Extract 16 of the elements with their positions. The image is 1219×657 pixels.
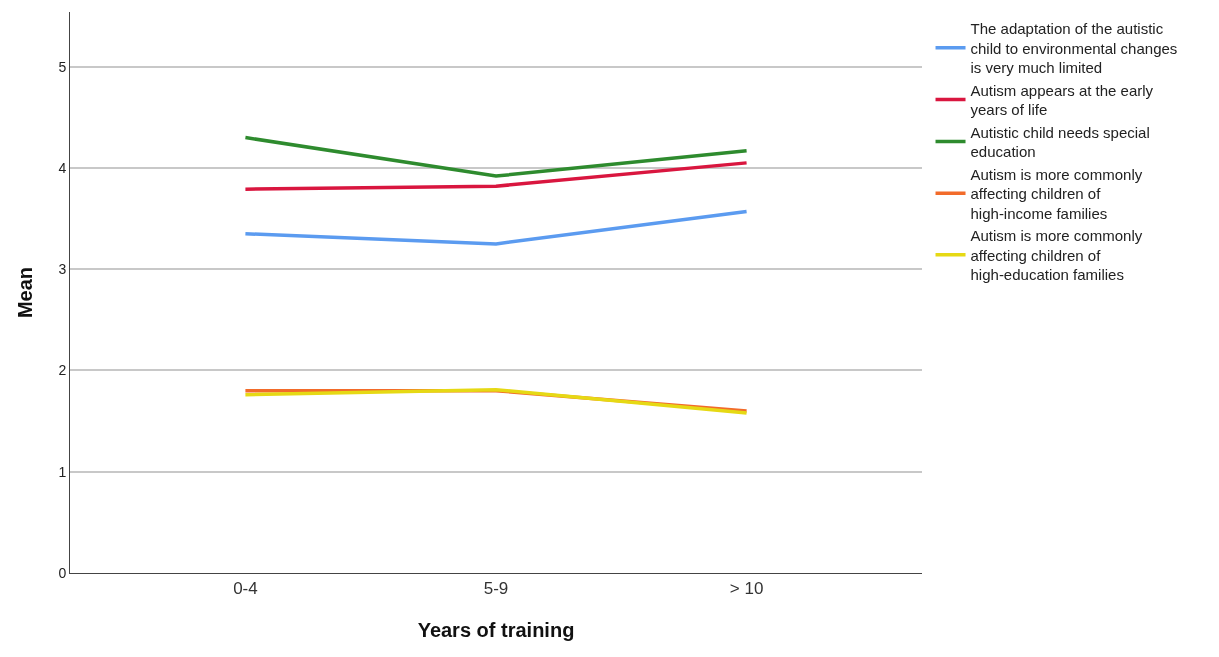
y-tick-label: 4 [58,159,67,176]
legend-label: Autism appears at the early years of life [970,81,1154,119]
y-tick-label: 1 [58,463,67,480]
y-axis-title: Mean [13,266,36,319]
y-tick-label: 0 [58,564,67,581]
legend-label: Autistic child needs special education [970,123,1150,161]
y-tick-label: 3 [58,261,67,278]
y-tick-label: 2 [58,362,67,379]
legend-label: Autism is more commonly affecting children of high-education families [970,227,1143,284]
y-tick-label: 5 [58,58,67,75]
legend-label: The adaptation of the autistic child to environmental changes is very much limited [970,20,1178,77]
x-axis-title: Years of training [417,618,575,641]
x-tick-label: 0-4 [233,579,258,599]
x-tick-label: > 10 [729,579,764,599]
legend-label: Autism is more commonly affecting children of high-income families [970,165,1143,222]
x-tick-label: 5-9 [483,579,509,599]
